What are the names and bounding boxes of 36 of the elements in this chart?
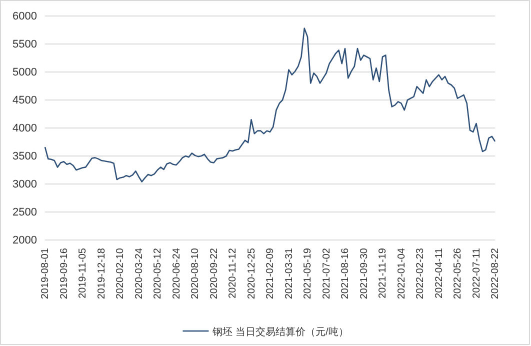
x-tick-label: 2021-02-09 xyxy=(265,248,276,300)
x-tick-label: 2020-11-12 xyxy=(228,248,239,298)
x-tick-label: 2019-08-01 xyxy=(40,248,52,300)
x-tick-label: 2022-01-04 xyxy=(396,248,408,300)
y-tick-label: 4500 xyxy=(12,94,37,107)
x-tick-label: 2022-08-22 xyxy=(490,248,502,300)
y-tick-label: 2000 xyxy=(12,234,37,247)
x-tick-label: 2020-02-10 xyxy=(115,248,126,300)
x-tick-label: 2019-11-05 xyxy=(78,248,89,298)
x-tick-label: 2020-05-12 xyxy=(152,248,164,300)
y-tick-label: 4000 xyxy=(12,122,37,135)
y-tick-label: 3500 xyxy=(12,150,37,163)
line-series xyxy=(44,28,496,182)
x-tick-label: 2021-05-19 xyxy=(302,248,314,300)
x-tick-label: 2022-02-23 xyxy=(415,248,426,300)
legend-label: 钢坯 当日交易结算价（元/吨） xyxy=(212,326,348,338)
x-tick-label: 2021-09-30 xyxy=(358,248,370,300)
y-tick-label: 5500 xyxy=(12,38,37,51)
x-tick-label: 2021-03-31 xyxy=(284,248,295,300)
x-tick-label: 2020-06-24 xyxy=(171,248,182,300)
x-tick-label: 2020-12-25 xyxy=(246,248,258,300)
x-tick-label: 2021-11-19 xyxy=(378,248,389,298)
x-tick-label: 2020-03-24 xyxy=(134,248,145,300)
x-tick-label: 2021-08-16 xyxy=(340,248,352,300)
x-tick-label: 2022-04-11 xyxy=(434,248,445,298)
x-tick-label: 2022-05-26 xyxy=(452,248,464,300)
x-tick-label: 2020-09-22 xyxy=(208,248,220,300)
x-tick-label: 2019-09-16 xyxy=(58,248,70,300)
x-tick-label: 2022-07-11 xyxy=(471,248,482,298)
y-tick-label: 5000 xyxy=(12,66,37,79)
y-tick-label: 2500 xyxy=(12,206,37,219)
y-tick-label: 6000 xyxy=(12,10,37,23)
x-tick-label: 2019-12-18 xyxy=(96,248,108,300)
x-tick-label: 2020-08-10 xyxy=(190,248,202,300)
y-tick-label: 3000 xyxy=(12,178,37,191)
x-tick-label: 2021-07-02 xyxy=(321,248,332,300)
